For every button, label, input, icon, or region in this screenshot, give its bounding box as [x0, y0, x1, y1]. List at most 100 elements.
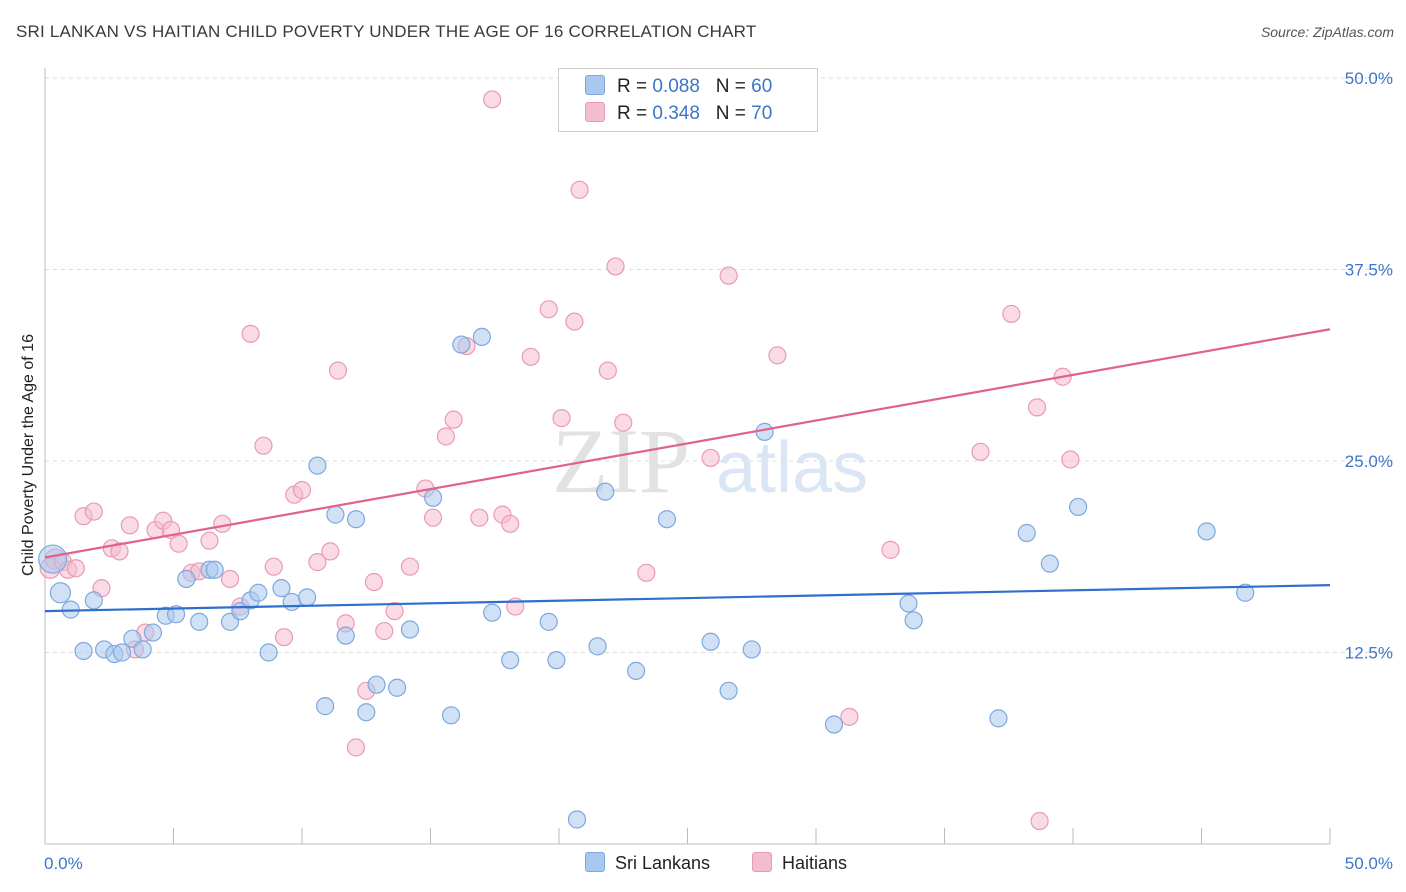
blue-data-point — [367, 675, 386, 694]
pink-data-point — [264, 557, 283, 576]
blue-data-point — [501, 651, 520, 670]
bottom-legend-label: Sri Lankans — [615, 853, 711, 873]
pink-data-point — [292, 481, 312, 500]
blue-data-point — [483, 603, 502, 622]
legend: R = 0.088 N = 60 R = 0.348 N = 70 — [558, 68, 818, 132]
pink-data-point — [614, 413, 633, 432]
pink-data-point — [213, 514, 232, 533]
pink-data-point — [274, 628, 294, 647]
blue-data-point — [166, 605, 186, 624]
blue-data-point — [387, 678, 407, 697]
blue-data-point — [272, 579, 291, 598]
pink-data-point — [637, 563, 656, 582]
blue-data-point — [282, 592, 301, 612]
blue-data-point — [1069, 497, 1088, 517]
legend-r-value: 0.088 — [652, 76, 700, 97]
blue-data-point — [177, 569, 196, 589]
blue-data-point — [904, 611, 923, 630]
pink-data-point — [200, 531, 219, 550]
pink-data-point — [565, 312, 584, 331]
blue-data-point — [346, 510, 366, 529]
pink-data-point — [501, 514, 520, 533]
legend-n-label: N = — [715, 103, 746, 124]
pink-data-point — [606, 257, 625, 276]
blue-data-point — [112, 643, 132, 662]
blue-data-point — [657, 510, 677, 529]
pink-data-point — [1002, 304, 1021, 324]
pink-data-point — [701, 448, 720, 468]
bottom-legend-haitians: Haitians — [752, 852, 847, 874]
pink-data-point — [254, 436, 273, 455]
pink-data-point — [881, 540, 900, 559]
blue-data-point — [316, 697, 335, 716]
legend-row-haitians: R = 0.348 N = 70 — [585, 102, 772, 126]
y-tick-label: 50.0% — [1345, 69, 1393, 88]
y-axis-label: Child Poverty Under the Age of 16 — [20, 334, 37, 576]
pink-data-point — [120, 516, 139, 535]
bottom-legend-label: Haitians — [782, 853, 848, 873]
sri-lankans-trend-line — [44, 583, 1331, 613]
x-tick-label: 0.0% — [44, 854, 83, 873]
blue-data-point — [400, 620, 420, 639]
y-tick-labels: 12.5% 25.0% 37.5% 50.0% — [1345, 69, 1393, 663]
blue-data-point — [719, 681, 738, 700]
watermark-atlas: atlas — [716, 428, 868, 508]
blue-data-point — [539, 612, 558, 631]
bottom-legend-swatch-blue — [585, 852, 605, 872]
blue-data-point — [1197, 522, 1216, 541]
pink-data-point — [220, 569, 240, 589]
blue-data-point — [38, 544, 68, 574]
blue-data-point — [308, 456, 327, 475]
pink-data-point — [423, 508, 443, 527]
blue-data-point — [205, 560, 224, 579]
blue-data-point — [74, 641, 93, 661]
legend-r-label: R = — [617, 76, 648, 97]
blue-data-point — [701, 632, 720, 651]
pink-data-point — [385, 602, 404, 621]
blue-data-point — [336, 626, 355, 645]
series-haitians-points — [39, 90, 1080, 831]
haitians-trend-line — [44, 328, 1331, 559]
watermark: ZIP atlas — [552, 410, 868, 512]
blue-data-point — [1017, 523, 1036, 543]
legend-n-value: 60 — [751, 76, 773, 97]
legend-row-sri-lankans: R = 0.088 N = 60 — [585, 75, 772, 99]
y-tick-label: 12.5% — [1345, 644, 1393, 663]
blue-data-point — [441, 706, 461, 725]
blue-data-point — [298, 588, 317, 607]
blue-data-point — [1236, 583, 1255, 602]
pink-data-point — [521, 347, 540, 366]
pink-data-point — [66, 559, 85, 578]
pink-data-point — [598, 361, 617, 380]
x-tick-label: 50.0% — [1345, 854, 1393, 873]
pink-data-point — [375, 621, 394, 641]
pink-data-point — [169, 534, 188, 553]
axes — [44, 68, 1331, 845]
series-sri-lankans-points — [38, 327, 1255, 829]
pink-data-point — [400, 557, 420, 576]
source-credit: Source: ZipAtlas.com — [1260, 24, 1394, 40]
pink-data-point — [971, 442, 990, 461]
blue-data-point — [472, 327, 491, 347]
blue-data-point — [1040, 554, 1059, 573]
blue-data-point — [133, 640, 152, 659]
pink-data-point — [241, 324, 260, 343]
pink-data-point — [308, 553, 327, 572]
x-tick-labels: 0.0% 50.0% — [44, 854, 1393, 873]
pink-data-point — [1061, 450, 1080, 469]
blue-data-point — [588, 637, 607, 656]
pink-data-point — [768, 346, 787, 365]
blue-data-point — [49, 582, 72, 604]
blue-data-point — [824, 715, 844, 734]
y-tick-label: 37.5% — [1345, 261, 1393, 280]
legend-n-label: N = — [715, 76, 746, 97]
pink-data-point — [552, 409, 571, 428]
pink-data-point — [1027, 398, 1047, 417]
blue-data-point — [567, 810, 587, 829]
blue-data-point — [249, 583, 268, 602]
legend-swatch-blue — [585, 75, 605, 95]
blue-data-point — [326, 505, 345, 524]
blue-data-point — [899, 594, 918, 613]
legend-swatch-pink — [585, 102, 605, 122]
